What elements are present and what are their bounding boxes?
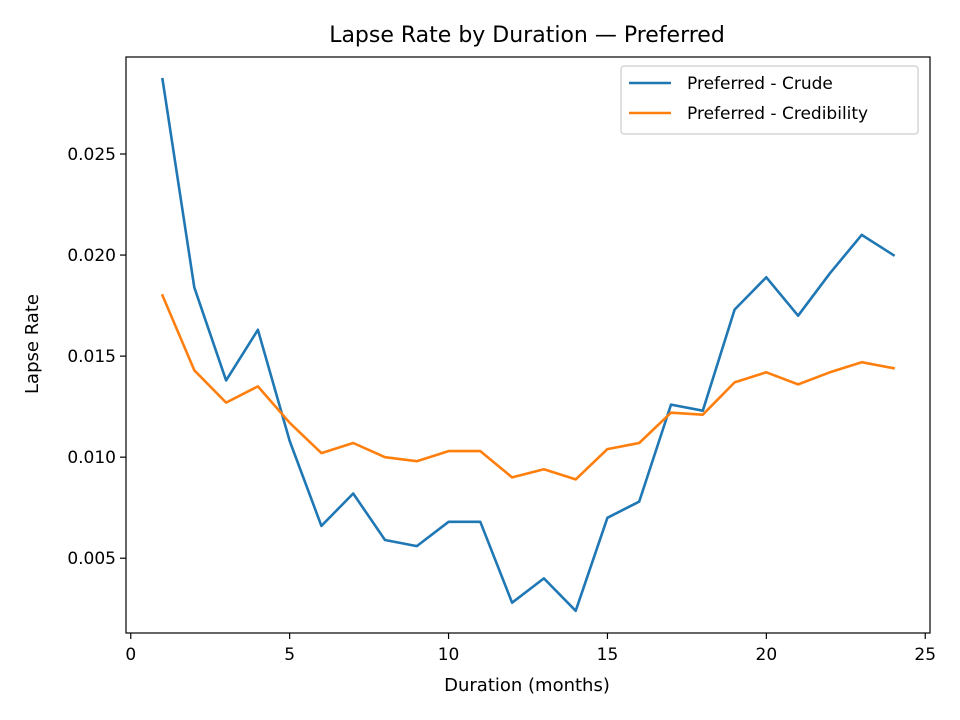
plot-area: 0 5 10 15 20 25 0.005 0.010 0.015 0.020 0.025 Prefe… <box>67 56 936 665</box>
x-tick-label: 5 <box>284 645 295 665</box>
x-tick-label: 10 <box>438 645 460 665</box>
axes-frame <box>125 56 931 634</box>
x-tick-label: 15 <box>597 645 619 665</box>
y-tick-label: 0.010 <box>67 448 116 468</box>
legend-box <box>620 65 919 135</box>
series-line-2 <box>160 293 896 481</box>
chart-title: Lapse Rate by Duration — Preferred <box>329 23 725 48</box>
y-tick-label: 0.020 <box>67 246 116 266</box>
legend-label-1: Preferred - Crude <box>687 74 833 94</box>
series-line-1 <box>161 77 896 613</box>
y-axis-label: Lapse Rate <box>22 294 43 394</box>
y-tick-label: 0.015 <box>67 347 116 367</box>
y-tick-label: 0.025 <box>67 145 116 165</box>
legend-label-2: Preferred - Credibility <box>687 104 868 124</box>
x-tick-label: 25 <box>914 645 936 665</box>
x-tick-label: 0 <box>125 645 136 665</box>
x-axis-label: Duration (months) <box>444 675 610 696</box>
y-tick-label: 0.005 <box>67 549 116 569</box>
x-tick-label: 20 <box>756 645 778 665</box>
